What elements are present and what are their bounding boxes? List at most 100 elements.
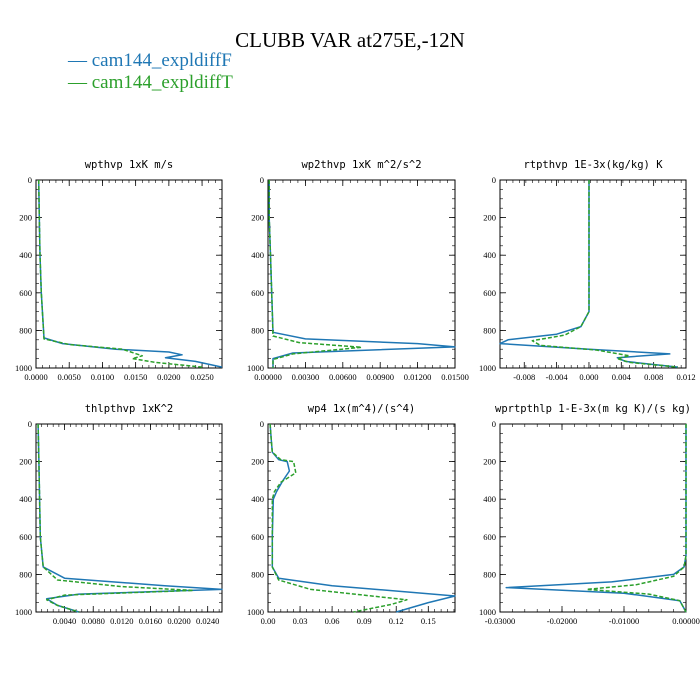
plot-1-xtick-label: 0.0150 (124, 372, 147, 382)
plot-4-series-1-line (37, 423, 223, 613)
plot-6-frame (499, 423, 687, 613)
plot-5-xtick-label: 0.09 (357, 616, 372, 626)
plot-1-series-2-line (37, 179, 203, 368)
plot-5-ytick-label: 200 (251, 457, 264, 467)
plot-4-ytick-label: 800 (19, 569, 32, 579)
plot-2-series-2-line (268, 180, 363, 368)
plot-1-xtick-label: 0.0000 (24, 372, 47, 382)
legend-entry-1: — cam144_expldiffF (68, 50, 232, 72)
plot-6-ytick-label: 600 (483, 532, 496, 542)
plot-5-ytick-label: 1000 (247, 607, 264, 617)
plot-3-ytick-label: 600 (483, 288, 496, 298)
plot-6-series-1-line (505, 424, 687, 613)
plot-4-xtick-label: 0.0120 (110, 616, 133, 626)
plot-3-xtick-label: -0.004 (546, 372, 569, 382)
plot-4-series-2-line (37, 423, 195, 613)
plot-2-ytick-label: 400 (251, 250, 264, 260)
plot-2-ytick-label: 800 (251, 325, 264, 335)
plot-5-ytick-label: 800 (251, 569, 264, 579)
plot-5-ytick-label: 600 (251, 532, 264, 542)
plot-6-ytick-label: 800 (483, 569, 496, 579)
plot-3-xtick-label: 0.000 (579, 372, 598, 382)
plot-3-ytick-label: 800 (483, 325, 496, 335)
plot-5-xtick-label: 0.12 (389, 616, 404, 626)
plot-3-xtick-label: 0.008 (644, 372, 663, 382)
plot-4-ytick-label: 600 (19, 532, 32, 542)
plot-4-xtick-label: 0.0200 (167, 616, 190, 626)
plot-1-xtick-label: 0.0050 (58, 372, 81, 382)
plot-2-xtick-label: 0.00600 (329, 372, 357, 382)
plot-1-xtick-label: 0.0100 (91, 372, 114, 382)
plot-2-ytick-label: 1000 (247, 363, 264, 373)
plot-5-frame (267, 423, 456, 613)
plot-2-xtick-label: 0.00900 (366, 372, 394, 382)
plot-6-xtick-label: 0.00000 (672, 616, 700, 626)
plot-4-ytick-label: 0 (28, 419, 32, 429)
plot-5-xtick-label: 0.06 (325, 616, 340, 626)
plot-1-ytick-label: 600 (19, 288, 32, 298)
plot-3-series-2-line (531, 180, 678, 368)
plot-1-ytick-label: 0 (28, 175, 32, 185)
plot-6-xtick-label: -0.02000 (547, 616, 577, 626)
plot-2-xtick-label: 0.00300 (292, 372, 320, 382)
plot-2-title: wp2thvp 1xK m^2/s^2 (301, 159, 421, 171)
plot-2-ytick-label: 600 (251, 288, 264, 298)
plot-1-ytick-label: 400 (19, 250, 32, 260)
plot-6-ytick-label: 400 (483, 494, 496, 504)
plot-3-ytick-label: 1000 (479, 363, 496, 373)
plot-2-series-1-line (268, 180, 456, 368)
plot-2-xtick-label: 0.00000 (254, 372, 282, 382)
plot-5-xtick-label: 0.00 (261, 616, 276, 626)
plot-3-ytick-label: 400 (483, 250, 496, 260)
legend-swatch-1: — (68, 50, 92, 71)
plot-2-frame (267, 179, 456, 369)
legend-swatch-2: — (68, 72, 92, 93)
plot-4-xtick-label: 0.0160 (139, 616, 162, 626)
plot-2-ytick-label: 0 (260, 175, 264, 185)
plot-3-title: rtpthvp 1E-3x(kg/kg) K (523, 159, 663, 171)
plot-5-xtick-label: 0.03 (293, 616, 308, 626)
plot-4-title: thlpthvp 1xK^2 (85, 403, 174, 415)
plot-5-ytick-label: 400 (251, 494, 264, 504)
plot-3-ytick-label: 0 (492, 175, 496, 185)
plot-1-frame (35, 179, 223, 369)
plot-1-xtick-label: 0.0250 (190, 372, 213, 382)
plot-3-frame (499, 179, 687, 369)
plot-6-ytick-label: 1000 (479, 607, 496, 617)
plot-1-ytick-label: 800 (19, 325, 32, 335)
legend-label-2: cam144_expldiffT (91, 72, 233, 93)
plot-4-xtick-label: 0.0240 (196, 616, 219, 626)
plot-4-xtick-label: 0.0080 (82, 616, 105, 626)
plot-2-ytick-label: 200 (251, 213, 264, 223)
plot-6-ytick-label: 0 (492, 419, 496, 429)
plot-1-series-1-line (37, 179, 223, 368)
plot-4-ytick-label: 1000 (15, 607, 32, 617)
chart-title: CLUBB VAR at275E,-12N (235, 28, 465, 52)
plot-1-xtick-label: 0.0200 (157, 372, 180, 382)
plot-4-ytick-label: 200 (19, 457, 32, 467)
plot-3-xtick-label: 0.012 (676, 372, 695, 382)
plot-6-title: wprtpthlp 1-E-3x(m kg K)/(s kg) (495, 403, 691, 415)
plot-4-ytick-label: 400 (19, 494, 32, 504)
plot-3-ytick-label: 200 (483, 213, 496, 223)
plot-4-frame (35, 423, 223, 613)
plot-3-xtick-label: 0.004 (612, 372, 632, 382)
plot-1-ytick-label: 200 (19, 213, 32, 223)
plot-5-series-1-line (269, 423, 456, 613)
plot-3-xtick-label: -0.008 (513, 372, 535, 382)
plot-6-series-2-line (586, 424, 687, 613)
plot-1-ytick-label: 1000 (15, 363, 32, 373)
plot-6-ytick-label: 200 (483, 457, 496, 467)
plot-6-xtick-label: -0.01000 (609, 616, 639, 626)
legend-entry-2: — cam144_expldiffT (68, 72, 233, 94)
plot-5-title: wp4 1x(m^4)/(s^4) (308, 403, 415, 415)
plot-6-xtick-label: -0.03000 (485, 616, 515, 626)
plot-5-xtick-label: 0.15 (421, 616, 436, 626)
plot-1-title: wpthvp 1xK m/s (85, 159, 174, 171)
plot-2-xtick-label: 0.01200 (404, 372, 432, 382)
plot-2-xtick-label: 0.01500 (441, 372, 469, 382)
plot-5-series-2-line (269, 423, 408, 613)
plot-5-ytick-label: 0 (260, 419, 264, 429)
legend-label-1: cam144_expldiffF (91, 50, 232, 71)
